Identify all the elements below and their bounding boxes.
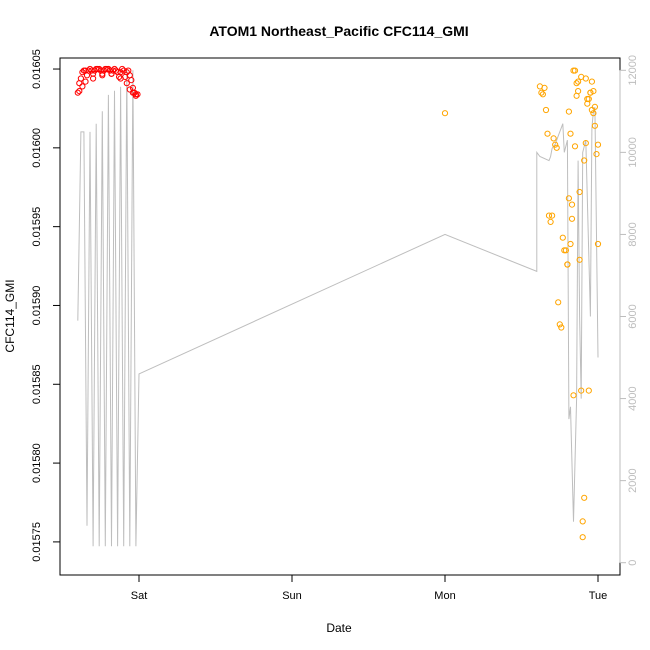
data-point-series-1 [571,143,579,150]
data-point-series-1 [542,106,550,114]
data-point-series-0 [90,70,97,77]
data-point-series-0 [76,88,83,95]
data-point-series-0 [128,77,135,84]
data-point-series-1 [568,201,576,208]
data-point-series-0 [74,89,81,96]
y2-tick-label: 4000 [627,386,639,410]
data-point-series-0 [117,69,124,76]
data-point-series-1 [570,392,577,399]
points-layer [74,65,602,541]
data-point-series-0 [85,67,92,74]
data-point-series-0 [77,75,85,82]
data-point-series-0 [132,92,139,99]
data-point-series-1 [576,256,583,263]
data-point-series-1 [588,78,596,85]
data-point-series-1 [581,157,588,164]
y2-tick-label: 2000 [627,468,639,492]
data-point-series-0 [123,80,130,87]
data-point-series-1 [545,212,553,219]
data-point-series-0 [90,75,97,82]
x-axis: Sat Sun Mon Tue [131,574,608,602]
y2-tick-label: 0 [627,560,639,566]
y-tick-label: 0.01590 [31,286,43,326]
data-point-series-0 [111,65,118,73]
data-point-series-1 [579,518,586,525]
y-axis: 0.01575 0.01580 0.01585 0.01590 0.01595 0.016… [31,49,61,562]
data-point-series-1 [547,218,554,225]
data-point-series-1 [591,103,599,111]
data-point-series-0 [108,70,115,77]
x-axis-label: Date [326,621,352,635]
y-tick-label: 0.01575 [31,522,43,562]
x-tick-label: Mon [434,590,455,602]
data-point-series-1 [441,110,449,117]
data-point-series-1 [590,88,597,95]
data-point-series-1 [568,215,576,222]
data-point-series-1 [567,240,574,248]
y2-tick-label: 8000 [627,222,639,246]
data-point-series-0 [117,75,124,82]
data-point-series-1 [576,188,583,196]
data-point-series-1 [585,387,592,394]
data-point-series-0 [79,69,86,76]
y-tick-label: 0.01585 [31,364,43,404]
data-point-series-1 [590,110,597,117]
data-point-series-0 [99,72,106,79]
y2-tick-label: 10000 [627,137,639,168]
data-point-series-1 [571,67,579,74]
data-point-series-1 [552,141,559,148]
data-point-series-1 [582,140,589,147]
data-point-series-1 [578,387,585,394]
data-point-series-1 [591,122,599,129]
data-point-series-1 [541,84,548,92]
data-point-series-1 [587,89,594,96]
y2-axis: 0 2000 4000 6000 8000 10000 12000 [619,55,639,566]
altitude-line [77,70,599,547]
y-tick-label: 0.01600 [31,128,43,168]
data-point-series-1 [550,135,557,142]
chart-title: ATOM1 Northeast_Pacific CFC114_GMI [209,23,468,39]
x-tick-label: Sat [131,590,148,602]
data-point-series-1 [556,321,563,328]
data-point-series-1 [575,78,582,85]
y-tick-label: 0.01580 [31,443,43,483]
data-point-series-1 [562,247,570,254]
data-point-series-1 [559,234,566,241]
data-point-series-1 [585,95,592,103]
y2-tick-label: 6000 [627,304,639,328]
data-point-series-1 [553,144,560,151]
data-point-series-1 [582,75,589,82]
data-point-series-1 [538,89,545,96]
data-point-series-1 [573,80,580,87]
y2-tick-label: 12000 [627,55,639,86]
data-point-series-1 [558,324,565,331]
y-tick-label: 0.01605 [31,49,43,89]
y-axis-label: CFC114_GMI [3,279,17,352]
data-point-series-1 [581,494,588,501]
data-point-series-1 [567,130,574,137]
plot-frame [59,57,621,576]
data-point-series-0 [79,83,86,90]
data-point-series-1 [565,195,573,202]
data-point-series-1 [594,141,602,148]
data-point-series-0 [82,78,89,85]
data-point-series-1 [593,151,600,158]
x-tick-label: Sun [282,590,302,602]
data-point-series-1 [555,299,562,306]
data-point-series-1 [539,91,547,98]
data-point-series-1 [544,130,551,137]
data-point-series-0 [120,67,127,74]
x-tick-label: Tue [589,590,608,602]
data-point-series-1 [564,261,571,268]
data-point-series-1 [575,88,582,95]
data-point-series-1 [579,534,586,541]
lines-layer [77,70,599,547]
data-point-series-1 [594,240,602,248]
data-point-series-1 [549,212,556,219]
data-point-series-0 [126,86,133,93]
data-point-series-1 [565,108,573,115]
data-point-series-0 [119,65,126,73]
y-tick-label: 0.01595 [31,207,43,247]
